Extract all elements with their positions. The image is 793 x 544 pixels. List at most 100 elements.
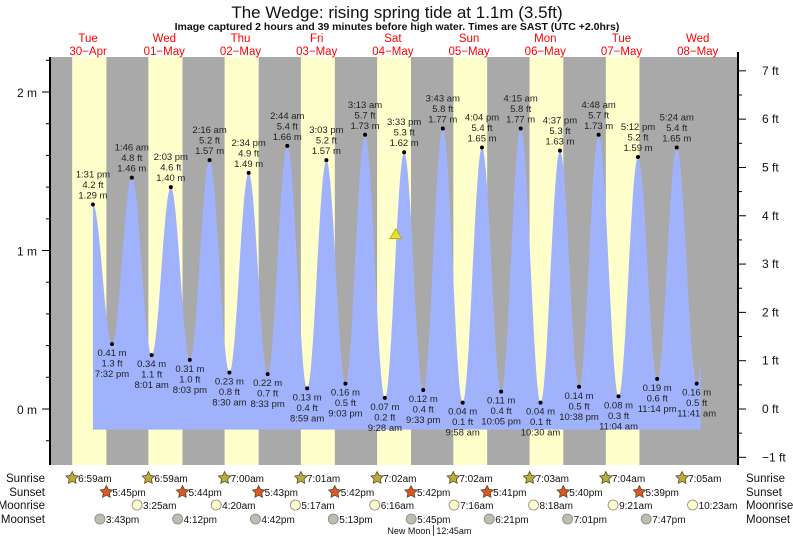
high-tide-point [246, 170, 251, 175]
moonset-time: 7:47pm [652, 515, 685, 526]
right-axis-label: −1 ft [762, 450, 786, 464]
high-tide-point [129, 175, 134, 180]
high-tide-label: 5.4 ft [277, 121, 298, 132]
day-labels: Tue30−AprWed01−MayThu02−MayFri03−MaySat0… [69, 33, 718, 58]
low-tide-label: 11:41 am [677, 409, 716, 420]
high-tide-point [674, 145, 679, 150]
low-tide-label: 10:30 am [521, 428, 561, 439]
low-tide-label: 0.16 m [682, 388, 711, 399]
sunset-time: 5:40pm [569, 488, 602, 499]
low-tide-point [421, 387, 426, 392]
moonrise-time: 6:16am [381, 501, 414, 512]
high-tide-label: 1.73 m [584, 121, 613, 132]
high-tide-label: 2:16 am [192, 125, 226, 136]
low-tide-label: 9:03 pm [328, 409, 362, 420]
moonrise-icon [448, 499, 460, 511]
day-of-week-label: Tue [612, 33, 631, 45]
sunrise-icon [598, 470, 613, 485]
date-label: 06−May [525, 46, 566, 58]
chart-title: The Wedge: rising spring tide at 1.1m (3… [231, 3, 562, 22]
high-tide-label: 1.66 m [273, 132, 302, 143]
moon-phase-time: 12:45am [436, 526, 471, 536]
low-tide-label: 11:14 pm [638, 404, 677, 415]
high-tide-point [363, 132, 368, 137]
moonset-row-label-right: Moonset [746, 514, 791, 526]
high-tide-point [324, 158, 329, 163]
high-tide-label: 4:37 pm [543, 116, 577, 127]
high-tide-label: 3:33 pm [387, 117, 421, 128]
low-tide-label: 0.5 ft [568, 401, 589, 412]
low-tide-label: 0.22 m [253, 378, 282, 389]
low-tide-label: 0.7 ft [257, 389, 278, 400]
low-tide-label: 0.07 m [370, 402, 399, 413]
high-tide-label: 4:48 am [581, 100, 615, 111]
high-tide-label: 1.40 m [156, 173, 185, 184]
sunset-icon [632, 484, 647, 499]
high-tide-label: 3:43 am [426, 93, 460, 104]
left-axis-label: 2 m [17, 86, 37, 100]
high-tide-label: 2:44 am [270, 111, 304, 122]
moonset-row-label: Moonset [1, 514, 46, 526]
low-tide-label: 11:04 am [599, 421, 638, 432]
right-axis-label: 1 ft [762, 354, 779, 368]
high-tide-label: 1.59 m [623, 143, 652, 154]
sunset-icon [480, 484, 495, 499]
low-tide-point [110, 342, 115, 347]
high-tide-label: 4.9 ft [238, 148, 259, 159]
tide-curve [92, 128, 701, 430]
date-label: 30−Apr [69, 46, 107, 58]
high-tide-label: 3:13 am [348, 100, 382, 111]
sunrise-icon [217, 470, 232, 485]
high-tide-point [596, 132, 601, 137]
high-tide-label: 1.49 m [234, 159, 263, 170]
high-tide-label: 1.57 m [195, 146, 224, 157]
sunset-icon [327, 484, 342, 499]
sunset-icon [251, 484, 266, 499]
moonrise-icon [210, 499, 222, 511]
high-tide-label: 5.4 ft [471, 123, 492, 134]
right-axis-label: 5 ft [762, 160, 779, 174]
low-tide-point [499, 389, 504, 394]
moonset-time: 3:43pm [106, 515, 139, 526]
moonrise-time: 5:17am [301, 501, 334, 512]
moonset-icon [483, 513, 495, 525]
low-tide-point [382, 395, 387, 400]
sunset-time: 5:44pm [189, 488, 222, 499]
sun-moon-rows: Sunrise Sunrise 6:59am 6:59am 7:00am 7:01am 7:… [0, 470, 793, 536]
sunset-time: 5:39pm [645, 488, 678, 499]
low-tide-label: 0.13 m [293, 392, 322, 403]
low-tide-label: 0.4 ft [413, 404, 434, 415]
low-tide-point [187, 357, 192, 362]
date-label: 05−May [448, 46, 489, 58]
right-axis-label: 2 ft [762, 305, 779, 319]
high-tide-point [402, 150, 407, 155]
moonset-time: 4:12pm [184, 515, 217, 526]
date-label: 04−May [372, 46, 413, 58]
low-tide-label: 8:01 am [134, 380, 168, 391]
sunrise-time: 7:03am [536, 474, 569, 485]
high-tide-point [636, 154, 641, 159]
high-tide-label: 5.2 ft [199, 136, 220, 147]
moonset-time: 6:21pm [495, 515, 528, 526]
right-axis-label: 4 ft [762, 209, 779, 223]
moonrise-icon [528, 499, 539, 511]
moonset-icon [327, 513, 339, 525]
day-of-week-label: Sun [459, 33, 479, 45]
low-tide-label: 9:33 pm [406, 415, 440, 426]
moonset-icon [250, 513, 261, 525]
sunset-row-label: Sunset [9, 487, 46, 499]
sunset-time: 5:41pm [493, 488, 526, 499]
sunrise-icon [522, 470, 537, 485]
low-tide-point [149, 353, 154, 358]
low-tide-point [694, 381, 699, 386]
high-tide-label: 4.8 ft [121, 153, 142, 164]
high-tide-label: 5.8 ft [432, 104, 453, 115]
low-tide-label: 0.8 ft [219, 387, 240, 398]
sunrise-time: 7:02am [383, 474, 416, 485]
right-axis-label: 6 ft [762, 112, 779, 126]
moon-phase-label: New Moon [387, 526, 430, 536]
low-tide-label: 0.04 m [448, 407, 477, 418]
low-tide-label: 0.5 ft [335, 398, 356, 409]
sunset-time: 5:42pm [341, 488, 374, 499]
high-tide-point [557, 148, 562, 153]
